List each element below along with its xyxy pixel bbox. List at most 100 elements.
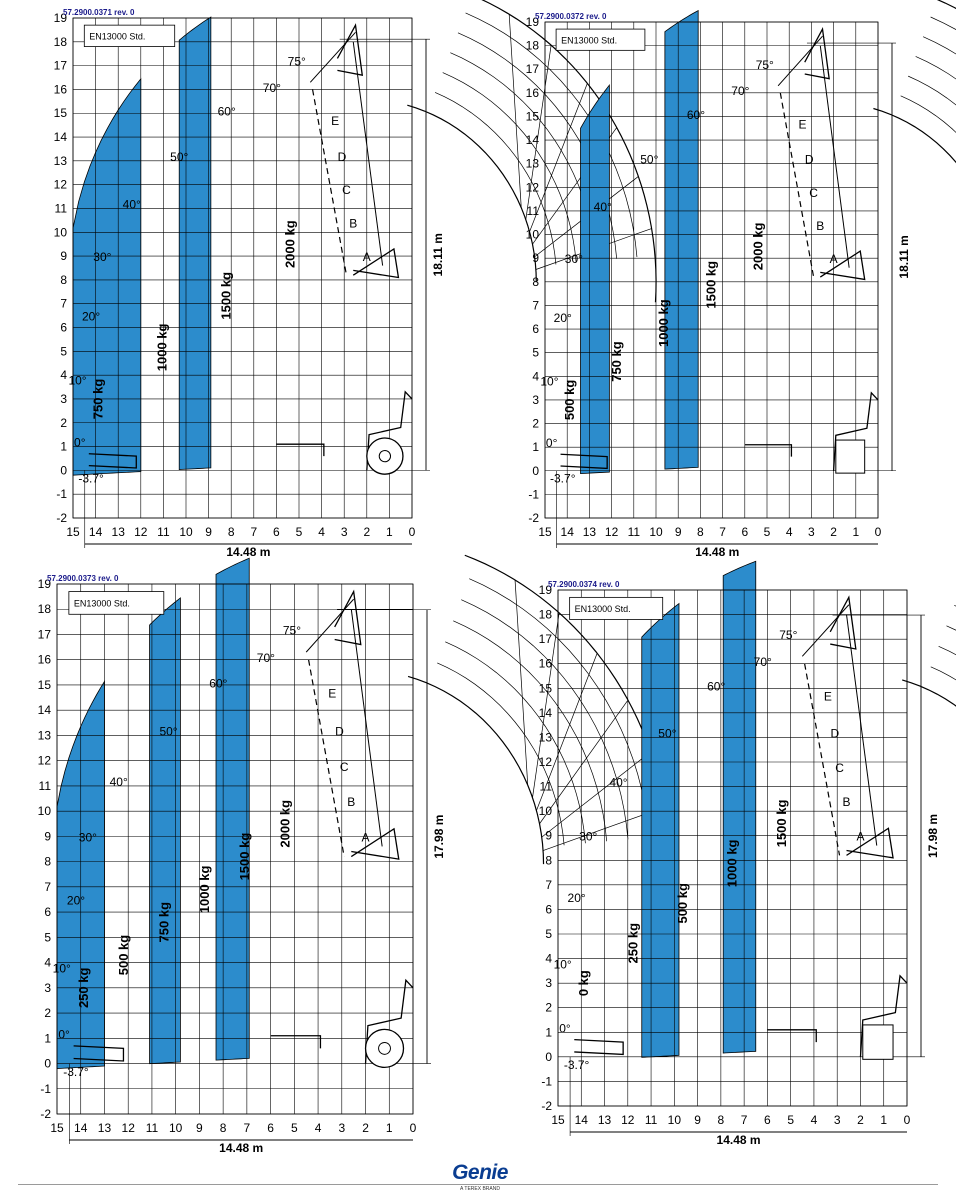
x-tick-label: 1 (386, 1121, 393, 1135)
x-tick-label: 0 (875, 525, 882, 539)
x-tick-label: 10 (649, 525, 663, 539)
load-label: 1000 kg (154, 323, 169, 371)
fork-mid (819, 250, 866, 281)
angle-label: 0° (559, 1021, 571, 1035)
angle-label: 10° (53, 962, 71, 976)
reach-dimension-label: 14.48 m (219, 1141, 263, 1155)
y-tick-label: 2 (545, 1001, 552, 1015)
angle-label: 50° (640, 153, 658, 167)
capacity-band (722, 560, 757, 1054)
load-label: 1500 kg (774, 800, 789, 848)
load-curve (461, 599, 629, 840)
capacity-band (580, 84, 610, 475)
y-tick-label: 16 (38, 653, 52, 667)
x-tick-label: 9 (675, 525, 682, 539)
fork-low (574, 1039, 624, 1056)
x-tick-label: 6 (764, 1113, 771, 1127)
y-tick-label: 4 (532, 369, 539, 383)
y-tick-label: -2 (56, 511, 67, 525)
x-tick-label: 5 (764, 525, 771, 539)
y-tick-label: 14 (526, 133, 540, 147)
angle-label: 70° (257, 651, 275, 665)
x-tick-label: 10 (179, 525, 193, 539)
load-label: 1500 kg (218, 272, 233, 320)
zone-letter: D (805, 153, 814, 167)
y-tick-label: 3 (545, 976, 552, 990)
y-tick-label: 8 (532, 275, 539, 289)
y-tick-label: 12 (54, 178, 68, 192)
y-tick-label: 11 (55, 201, 68, 215)
angle-label: 30° (79, 830, 97, 844)
fork-zero (270, 1035, 322, 1049)
y-tick-label: 7 (44, 880, 51, 894)
angle-label: -3.7° (550, 472, 576, 486)
x-tick-label: 3 (834, 1113, 841, 1127)
y-tick-label: 6 (60, 321, 67, 335)
y-tick-label: 17 (54, 59, 68, 73)
right-boundary (819, 45, 850, 268)
load-curve (457, 32, 618, 259)
angle-line (514, 579, 529, 786)
y-tick-label: 18 (54, 35, 68, 49)
angle-label: 20° (568, 891, 586, 905)
load-label: 500 kg (675, 883, 690, 924)
right-boundary (846, 614, 878, 846)
zone-letter: E (328, 687, 336, 701)
y-tick-label: 4 (44, 956, 51, 970)
inner-envelope (873, 107, 956, 164)
zone-letter: D (831, 726, 840, 740)
y-tick-label: 15 (526, 109, 540, 123)
x-tick-label: 2 (362, 1121, 369, 1135)
load-label: 250 kg (76, 968, 91, 1009)
y-tick-label: -2 (528, 511, 539, 525)
wheel-icon (366, 437, 404, 475)
angle-label: 50° (658, 726, 676, 740)
standard-label: EN13000 Std. (561, 35, 617, 45)
y-tick-label: 10 (526, 228, 540, 242)
y-tick-label: 18 (526, 39, 540, 53)
x-tick-label: 3 (808, 525, 815, 539)
angle-label: 30° (565, 252, 583, 266)
x-tick-label: 6 (741, 525, 748, 539)
grid-frame (56, 583, 414, 1115)
y-tick-label: 11 (527, 204, 540, 218)
doc-code: 57.2900.0372 rev. 0 (535, 12, 607, 21)
load-curve (442, 72, 577, 263)
y-tick-label: -2 (541, 1099, 552, 1113)
y-tick-label: -1 (56, 487, 67, 501)
height-dimension-label: 17.98 m (926, 814, 940, 858)
load-label: 750 kg (90, 379, 105, 420)
machine-outline (832, 391, 879, 471)
x-tick-label: 6 (273, 525, 280, 539)
machine-outline (364, 978, 414, 1064)
load-curve (469, 578, 650, 838)
outer-envelope (481, 0, 657, 303)
x-tick-label: 14 (575, 1113, 589, 1127)
load-curve (900, 95, 956, 133)
angle-label: 10° (554, 957, 572, 971)
y-tick-label: 18 (38, 602, 52, 616)
zone-letter: C (340, 760, 349, 774)
x-tick-label: 4 (786, 525, 793, 539)
x-tick-label: 2 (363, 525, 370, 539)
standard-label: EN13000 Std. (575, 604, 631, 614)
footer: Genie A TEREX BRAND (0, 1160, 956, 1200)
fork-top (334, 589, 362, 646)
y-tick-label: 6 (44, 905, 51, 919)
angle-label: 50° (159, 724, 177, 738)
outer-envelope (936, 0, 956, 10)
angle-label: 40° (594, 200, 612, 214)
standard-box (569, 596, 664, 620)
zone-boundary (779, 92, 815, 278)
x-tick-label: 6 (267, 1121, 274, 1135)
fork-low (73, 1045, 125, 1062)
fork-top (829, 595, 857, 650)
y-tick-label: 18 (539, 608, 553, 622)
y-tick-label: 2 (60, 416, 67, 430)
capacity-band (149, 597, 181, 1065)
height-dimension-label: 18.11 m (431, 233, 445, 276)
x-tick-label: 13 (98, 1121, 112, 1135)
